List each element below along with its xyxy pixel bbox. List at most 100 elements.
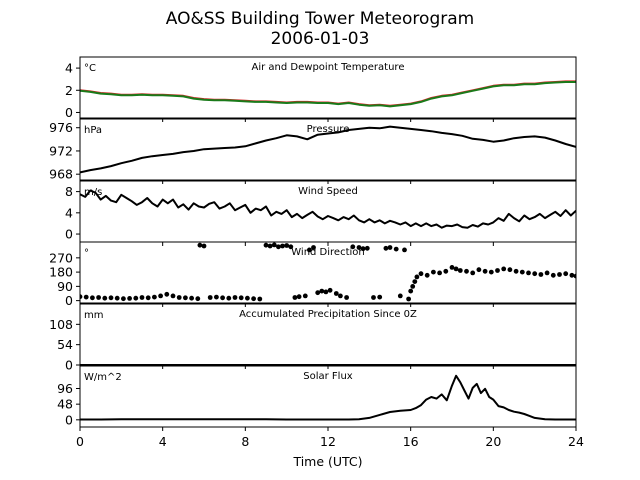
x-tick-label: 4	[159, 434, 167, 449]
y-tick-label: 4	[65, 61, 73, 76]
data-point	[226, 295, 232, 301]
data-point	[201, 243, 207, 249]
data-point	[127, 296, 132, 301]
data-point	[307, 247, 312, 253]
panel-unit-label: °	[84, 248, 89, 259]
data-point	[457, 268, 463, 273]
figure-title-line2: 2006-01-03	[271, 29, 370, 49]
data-point	[232, 295, 238, 300]
data-point	[164, 291, 170, 297]
data-point	[302, 293, 308, 299]
data-point	[418, 271, 424, 277]
data-point	[519, 269, 525, 275]
x-tick-label: 12	[320, 434, 336, 449]
data-point	[319, 288, 325, 294]
panel-title: Solar Flux	[303, 371, 353, 382]
y-tick-label: 4	[65, 205, 73, 220]
panel-wind_speed: 0 4 8 m/s Wind Speed	[65, 180, 577, 246]
y-tick-label: 180	[49, 265, 73, 280]
data-point	[550, 272, 556, 278]
data-point	[80, 294, 83, 300]
data-point	[108, 295, 114, 301]
data-point	[464, 268, 469, 274]
y-tick-label: 8	[65, 184, 73, 199]
series-group	[80, 189, 576, 229]
data-point	[414, 274, 420, 280]
data-point	[377, 294, 383, 300]
x-tick-label: 24	[568, 434, 584, 449]
x-tick-label: 8	[241, 434, 249, 449]
y-tick-label: 90	[57, 279, 73, 294]
series-line-1	[80, 125, 576, 174]
data-point	[557, 272, 562, 277]
series-group	[80, 80, 576, 108]
data-point	[214, 294, 219, 300]
data-point	[96, 295, 101, 300]
data-point	[482, 268, 488, 274]
data-point	[251, 296, 256, 302]
data-point	[371, 295, 376, 300]
y-tick-label: 108	[49, 317, 73, 332]
y-tick-label: 0	[65, 227, 73, 242]
series-group	[80, 125, 576, 174]
y-tick-label: 0	[65, 412, 73, 427]
y-tick-label: 0	[65, 105, 73, 120]
data-point	[280, 243, 285, 249]
data-point	[449, 265, 455, 270]
series-group	[80, 242, 576, 302]
y-tick-label: 0	[65, 293, 73, 308]
data-point	[333, 291, 339, 296]
data-point	[507, 267, 513, 273]
data-point	[397, 293, 403, 299]
series-line-1	[80, 374, 576, 421]
data-point	[424, 272, 430, 278]
data-point	[402, 247, 407, 253]
data-point	[176, 295, 182, 300]
panel-title: Wind Direction	[291, 247, 365, 258]
data-point	[364, 245, 370, 251]
panel-unit-label: °C	[84, 63, 96, 74]
data-point	[573, 273, 576, 279]
data-point	[183, 295, 188, 301]
data-point	[532, 271, 538, 277]
data-point	[495, 268, 500, 273]
data-point	[276, 244, 281, 250]
data-point	[453, 266, 459, 272]
data-point	[513, 268, 519, 274]
data-point	[139, 295, 145, 300]
data-point	[338, 293, 343, 299]
x-tick-label: 16	[403, 434, 419, 449]
data-point	[288, 244, 294, 250]
data-point	[292, 295, 298, 300]
series-group	[80, 374, 576, 421]
x-tick-label: 0	[76, 434, 84, 449]
data-point	[207, 295, 213, 300]
data-point	[488, 269, 494, 275]
data-point	[296, 294, 302, 300]
data-point	[526, 270, 531, 276]
data-point	[158, 293, 164, 299]
data-point	[195, 296, 201, 302]
data-point	[271, 242, 277, 248]
panel-unit-label: m/s	[84, 187, 102, 198]
data-point	[393, 246, 399, 252]
data-point	[350, 244, 356, 250]
panel-title: Accumulated Precipitation Since 0Z	[239, 309, 417, 320]
data-point	[245, 295, 250, 301]
data-point	[410, 284, 416, 289]
data-point	[408, 288, 414, 294]
data-point	[538, 272, 544, 277]
data-point	[263, 242, 269, 248]
data-point	[189, 295, 195, 301]
data-point	[476, 267, 482, 273]
x-axis-label: Time (UTC)	[292, 454, 362, 469]
data-point	[501, 266, 507, 272]
data-point	[152, 294, 157, 300]
panel-precipitation: 0 54 108 mm Accumulated Precipitation Since …	[49, 303, 577, 373]
data-point	[344, 295, 349, 300]
data-point	[121, 296, 126, 302]
data-point	[470, 270, 476, 276]
data-point	[387, 245, 393, 250]
